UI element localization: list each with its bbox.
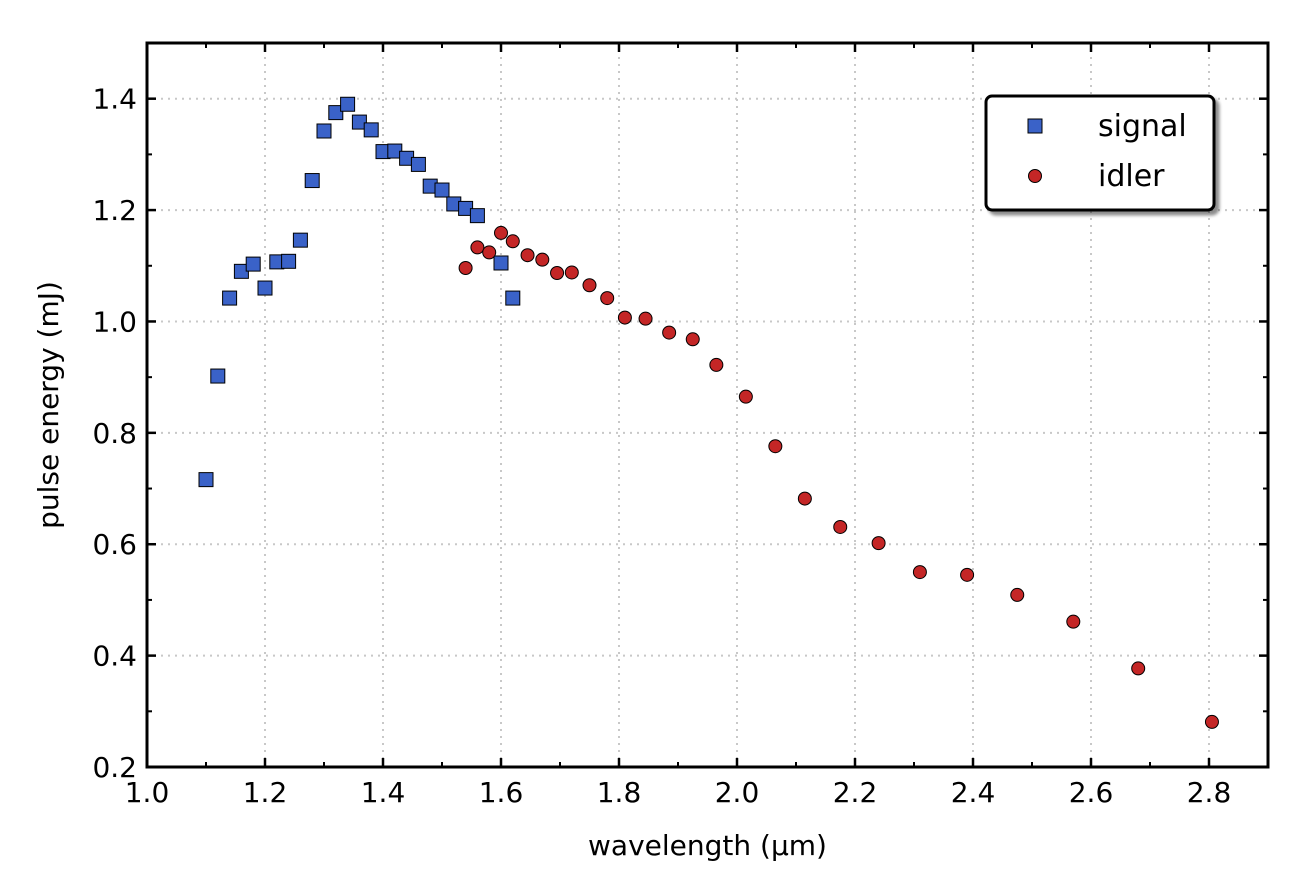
idler-point	[738, 389, 753, 404]
x-axis-title: wavelength (µm)	[588, 829, 827, 862]
idler-point	[797, 491, 812, 506]
idler-point	[482, 245, 497, 260]
idler-point	[685, 332, 700, 347]
idler-point	[458, 260, 473, 275]
x-tick-label: 2.0	[715, 776, 760, 809]
idler-point	[505, 234, 520, 249]
y-tick-label: 0.6	[92, 528, 137, 561]
idler-point	[709, 357, 724, 372]
y-tick-label: 1.0	[92, 305, 137, 338]
signal-point	[245, 256, 261, 272]
idler-point	[1010, 587, 1025, 602]
idler-point	[768, 439, 783, 454]
x-tick-label: 2.6	[1069, 776, 1114, 809]
signal-point	[210, 368, 226, 384]
y-tick-label: 1.2	[92, 194, 137, 227]
y-tick-label: 1.4	[92, 83, 137, 116]
data-points	[198, 96, 1219, 729]
signal-point	[304, 173, 320, 189]
idler-point	[871, 536, 886, 551]
idler-point	[1131, 661, 1146, 676]
x-tick-label: 1.0	[125, 776, 170, 809]
idler-point	[564, 265, 579, 280]
x-tick-label: 2.8	[1187, 776, 1232, 809]
signal-point	[469, 208, 485, 224]
x-tick-label: 2.4	[951, 776, 996, 809]
idler-point	[520, 248, 535, 263]
legend-label-signal: signal	[1098, 109, 1187, 144]
idler-point	[494, 225, 508, 240]
series-idler	[458, 225, 1219, 729]
x-tick-label: 1.8	[597, 776, 642, 809]
x-tick-label: 2.2	[833, 776, 878, 809]
signal-point	[505, 290, 521, 306]
legend-label-idler: idler	[1098, 159, 1165, 194]
signal-point	[410, 156, 426, 172]
signal-point	[434, 182, 450, 198]
idler-point	[582, 278, 597, 293]
idler-point	[638, 311, 653, 326]
idler-point	[662, 325, 677, 340]
signal-point	[316, 123, 332, 139]
idler-point	[550, 266, 565, 281]
plot-area-frame	[145, 41, 1270, 769]
x-tick-label: 1.2	[243, 776, 288, 809]
y-tick-label: 0.2	[92, 751, 137, 784]
signal-point	[198, 472, 214, 488]
x-tick-label: 1.4	[361, 776, 406, 809]
idler-point	[470, 240, 485, 255]
signal-point	[493, 255, 509, 271]
tick-labels: 1.0 1.2 1.4 1.6 1.8 2.0 2.2 2.4 2.6 2.8 0.2 0.4 0.6 0…	[92, 83, 1231, 809]
y-tick-label: 0.8	[92, 417, 137, 450]
signal-point	[351, 114, 367, 130]
idler-point	[1066, 614, 1081, 629]
signal-point	[292, 232, 308, 248]
x-tick-label: 1.6	[479, 776, 524, 809]
legend-box	[984, 94, 1216, 212]
legend-marker-idler	[1028, 169, 1042, 183]
idler-point	[833, 519, 848, 534]
legend-marker-signal	[1027, 118, 1043, 134]
signal-point	[281, 253, 297, 269]
signal-point	[363, 122, 379, 138]
idler-point	[535, 252, 550, 267]
idler-point	[912, 565, 927, 580]
idler-point	[617, 310, 632, 325]
signal-point	[340, 96, 356, 112]
y-axis-title: pulse energy (mJ)	[32, 281, 65, 529]
signal-point	[222, 290, 238, 306]
signal-point	[328, 105, 344, 121]
idler-point	[1204, 714, 1219, 729]
idler-point	[600, 291, 615, 306]
signal-point	[257, 280, 273, 296]
y-tick-label: 0.4	[92, 640, 137, 673]
idler-point	[960, 567, 975, 582]
series-signal	[198, 96, 521, 488]
legend: signal idler	[984, 94, 1216, 212]
